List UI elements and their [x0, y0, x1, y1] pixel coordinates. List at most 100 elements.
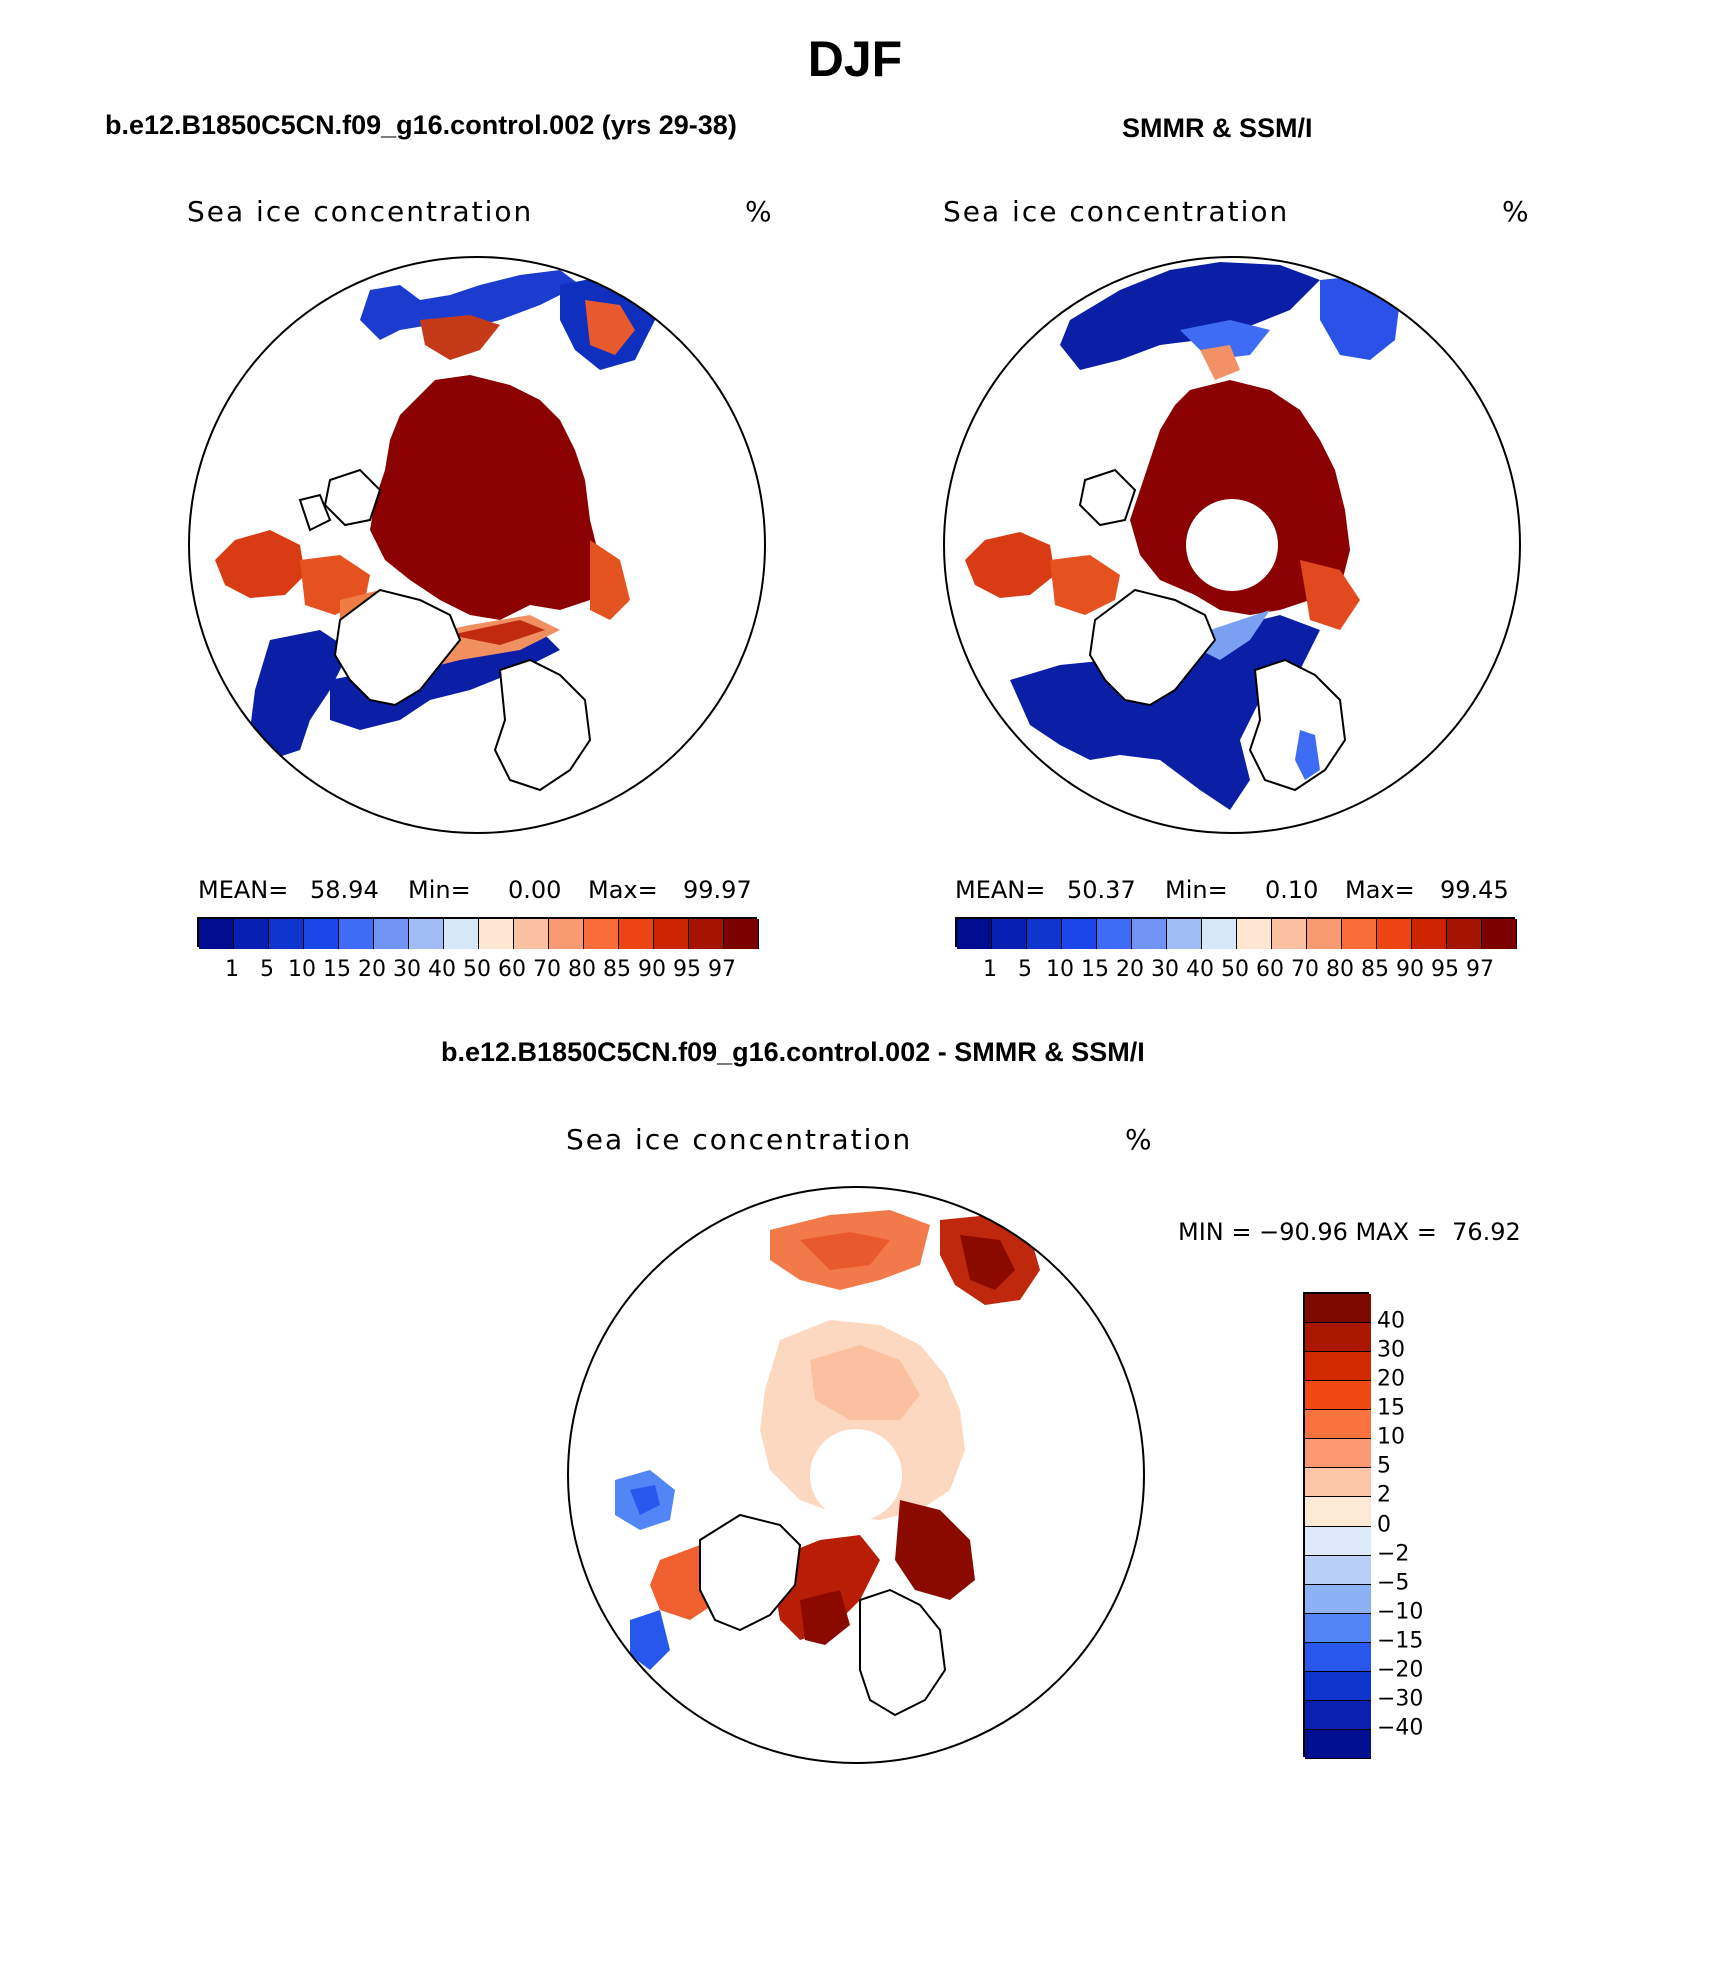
difference-pole-hole: [810, 1429, 902, 1521]
colorbar-tick-label: 90: [638, 957, 666, 982]
colorbar-tick-label: 20: [1377, 1366, 1405, 1392]
obs-hudson-bay-ice: [965, 532, 1055, 598]
model-bering-ice: [360, 270, 580, 340]
colorbar-swatch: [584, 919, 619, 949]
colorbar-tick-label: −2: [1377, 1541, 1410, 1567]
colorbar-tick-label: 40: [428, 957, 456, 982]
obs-colorbar: [955, 917, 1517, 949]
colorbar-tick-label: 10: [288, 957, 316, 982]
obs-central-pack: [1130, 380, 1350, 615]
obs-mean-value: 50.37: [1067, 876, 1136, 904]
colorbar-swatch: [1412, 919, 1447, 949]
colorbar-tick-label: 5: [1377, 1453, 1391, 1479]
main-title: DJF: [807, 31, 903, 87]
colorbar-tick-label: −30: [1377, 1686, 1424, 1712]
obs-max-label: Max=: [1345, 876, 1415, 904]
obs-variable-label: Sea ice concentration: [943, 195, 1290, 228]
colorbar-tick-label: 2: [1377, 1482, 1391, 1508]
colorbar-tick-label: 97: [708, 957, 736, 982]
colorbar-tick-label: 97: [1466, 957, 1494, 982]
model-colorbar-ticks: 1 5 10 15 20 30 40 50 60 70 80 85 90 95 97: [197, 957, 757, 987]
model-max-value: 99.97: [683, 876, 752, 904]
colorbar-tick-label: 5: [260, 957, 274, 982]
colorbar-swatch: [957, 919, 992, 949]
colorbar-tick-label: 15: [323, 957, 351, 982]
difference-units-label: %: [1125, 1123, 1154, 1156]
colorbar-swatch: [1377, 919, 1412, 949]
obs-pole-hole: [1186, 499, 1278, 591]
colorbar-swatch: [1305, 1642, 1371, 1672]
colorbar-swatch: [374, 919, 409, 949]
colorbar-swatch: [1305, 1584, 1371, 1614]
colorbar-swatch: [619, 919, 654, 949]
difference-minmax: MIN = −90.96 MAX = 76.92: [1178, 1218, 1521, 1246]
colorbar-swatch: [1305, 1700, 1371, 1730]
colorbar-tick-label: 20: [1116, 957, 1144, 982]
model-max-label: Max=: [588, 876, 658, 904]
colorbar-swatch: [1167, 919, 1202, 949]
model-hudson-bay-ice: [215, 530, 305, 598]
colorbar-swatch: [1027, 919, 1062, 949]
colorbar-tick-label: −20: [1377, 1657, 1424, 1683]
colorbar-tick-label: 85: [1361, 957, 1389, 982]
colorbar-tick-label: 90: [1396, 957, 1424, 982]
colorbar-tick-label: 20: [358, 957, 386, 982]
colorbar-tick-label: 10: [1046, 957, 1074, 982]
colorbar-tick-label: 30: [1377, 1337, 1405, 1363]
colorbar-swatch: [1305, 1497, 1371, 1527]
model-units-label: %: [745, 195, 774, 228]
difference-variable-label: Sea ice concentration: [566, 1123, 913, 1156]
colorbar-tick-label: 80: [1326, 957, 1354, 982]
obs-mean-label: MEAN=: [955, 876, 1046, 904]
obs-units-label: %: [1502, 195, 1531, 228]
colorbar-swatch: [1305, 1526, 1371, 1556]
model-atlantic-edge: [250, 630, 350, 760]
colorbar-swatch: [444, 919, 479, 949]
colorbar-tick-label: −5: [1377, 1570, 1410, 1596]
model-mean-value: 58.94: [310, 876, 379, 904]
model-panel-title: b.e12.B1850C5CN.f09_g16.control.002 (yrs…: [105, 110, 737, 140]
model-variable-label: Sea ice concentration: [187, 195, 534, 228]
colorbar-tick-label: 30: [393, 957, 421, 982]
colorbar-tick-label: 70: [533, 957, 561, 982]
colorbar-tick-label: 95: [1431, 957, 1459, 982]
obs-atlantic-ice-free: [1010, 615, 1320, 810]
colorbar-swatch: [1305, 1729, 1371, 1759]
colorbar-swatch: [1305, 1352, 1371, 1382]
obs-max-value: 99.45: [1440, 876, 1509, 904]
colorbar-swatch: [409, 919, 444, 949]
colorbar-tick-label: −40: [1377, 1715, 1424, 1741]
obs-min-value: 0.10: [1265, 876, 1319, 904]
colorbar-tick-label: 10: [1377, 1424, 1405, 1450]
colorbar-tick-label: 60: [1256, 957, 1284, 982]
colorbar-swatch: [514, 919, 549, 949]
difference-colorbar-ticks: 40 30 20 15 10 5 2 0 −2 −5 −10 −15 −20 −30 −40: [1377, 1292, 1457, 1757]
colorbar-swatch: [339, 919, 374, 949]
model-colorbar: [197, 917, 759, 949]
colorbar-swatch: [1305, 1323, 1371, 1353]
model-greenland: [333, 588, 462, 707]
colorbar-swatch: [549, 919, 584, 949]
colorbar-swatch: [1482, 919, 1517, 949]
difference-colorbar: [1303, 1292, 1371, 1759]
colorbar-swatch: [992, 919, 1027, 949]
colorbar-swatch: [1305, 1468, 1371, 1498]
colorbar-tick-label: 15: [1377, 1395, 1405, 1421]
obs-min-label: Min=: [1165, 876, 1228, 904]
colorbar-swatch: [1305, 1294, 1371, 1324]
colorbar-tick-label: 40: [1377, 1308, 1405, 1334]
colorbar-tick-label: 50: [1221, 957, 1249, 982]
model-mean-label: MEAN=: [198, 876, 289, 904]
colorbar-swatch: [1307, 919, 1342, 949]
difference-panel-title: b.e12.B1850C5CN.f09_g16.control.002 - SM…: [441, 1037, 1145, 1067]
colorbar-swatch: [479, 919, 514, 949]
colorbar-swatch: [1202, 919, 1237, 949]
colorbar-tick-label: 0: [1377, 1512, 1391, 1537]
colorbar-swatch: [1305, 1613, 1371, 1643]
model-central-pack: [370, 375, 600, 620]
colorbar-tick-label: −10: [1377, 1599, 1424, 1625]
colorbar-swatch: [1237, 919, 1272, 949]
colorbar-tick-label: 5: [1018, 957, 1032, 982]
